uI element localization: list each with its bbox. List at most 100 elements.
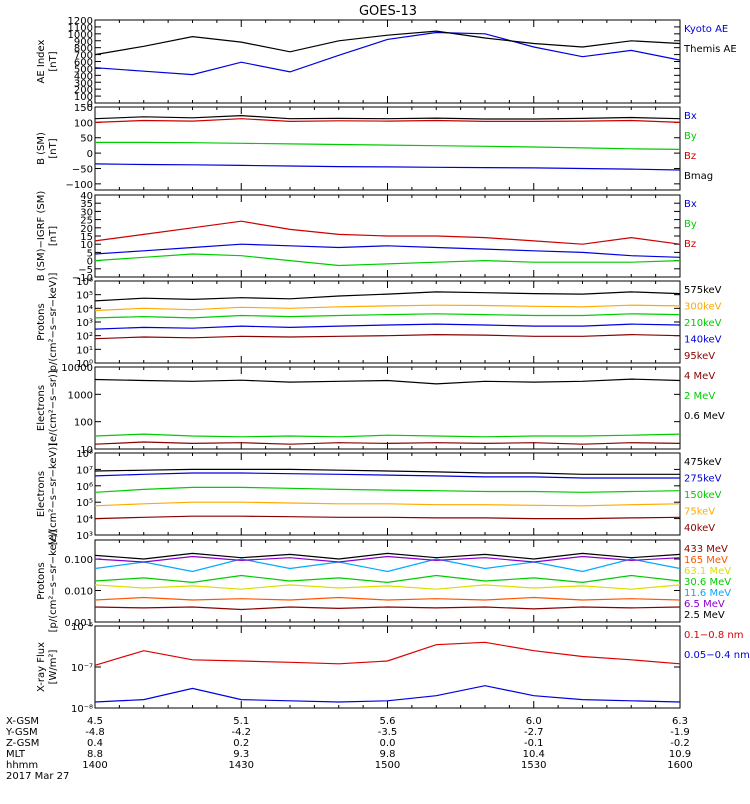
y-tick-label: 300 xyxy=(74,78,93,89)
y-tick-label: 10 xyxy=(80,240,93,251)
y-tick-label: 0.001 xyxy=(64,618,93,629)
y-axis-label: [e/(cm²−s−sr)] xyxy=(48,370,59,446)
legend-entry: 300keV xyxy=(684,302,722,313)
legend-entry: 6.5 MeV xyxy=(684,599,725,610)
y-tick-label: 10³ xyxy=(76,318,93,329)
y-tick-label: 10⁻⁷ xyxy=(71,663,93,674)
ephemeris-row-label: X-GSM xyxy=(6,716,39,727)
ephemeris-value: -0.1 xyxy=(524,738,544,749)
legend-entry: 0.05−0.4 nm xyxy=(684,650,750,661)
ephemeris-value: -4.8 xyxy=(85,727,105,738)
ephemeris-value: 1600 xyxy=(667,760,692,771)
y-tick-label: 10⁴ xyxy=(76,515,93,526)
ephemeris-value: 5.1 xyxy=(233,716,249,727)
series-line xyxy=(94,685,681,703)
y-tick-label: 10⁰ xyxy=(76,359,93,370)
y-tick-label: −10 xyxy=(72,273,93,284)
series-line xyxy=(95,141,681,150)
series-line xyxy=(94,253,681,267)
legend-entry: By xyxy=(684,219,697,230)
series-line xyxy=(94,333,681,340)
y-tick-label: 900 xyxy=(74,37,93,48)
ephemeris-value: 6.0 xyxy=(526,716,542,727)
ephemeris-value: 9.8 xyxy=(380,749,396,760)
y-axis-label: AE Index xyxy=(36,39,47,83)
ephemeris-value: 0.0 xyxy=(380,738,396,749)
panel-7: 0.001 0.010 0.100 Protons [p/(cm²−s−sr−keV)]… xyxy=(36,530,731,633)
series-line xyxy=(94,552,681,560)
legend-entry: By xyxy=(684,131,697,142)
legend-entry: Bx xyxy=(684,199,697,210)
y-tick-label: 10⁵ xyxy=(76,291,93,302)
ephemeris-row-label: hhmm xyxy=(6,760,38,771)
y-axis-label: Protons xyxy=(36,562,47,599)
legend-entry: 165 MeV xyxy=(684,555,728,566)
y-axis-label: X-ray Flux xyxy=(36,642,47,692)
legend-entry: 475keV xyxy=(684,457,722,468)
panel-5: 10 100 1000 10000 Electrons [e/(cm²−s−sr)] 4 M… xyxy=(36,363,725,456)
ephemeris-value: 1400 xyxy=(82,760,107,771)
panel-1: 0100200300400500600700800900100011001200… xyxy=(36,16,737,110)
y-tick-label: 50 xyxy=(80,134,93,145)
series-line xyxy=(94,118,681,123)
y-tick-label: −5 xyxy=(78,265,93,276)
y-tick-label: 10⁷ xyxy=(76,465,93,476)
y-tick-label: −100 xyxy=(66,180,93,191)
ephemeris-value: -1.9 xyxy=(670,727,690,738)
y-tick-label: 10² xyxy=(76,332,93,343)
panel-2: −100 −50 0 50 100 150 B (SM) [nT] Bx By Bz Bmag xyxy=(36,103,713,191)
panels-group: 0100200300400500600700800900100011001200… xyxy=(36,16,750,715)
series-line xyxy=(94,641,681,666)
legend-entry: 0.1−0.8 nm xyxy=(684,630,743,641)
y-axis-label: [e/(cm²−s−sr−keV)] xyxy=(48,443,59,546)
series-line xyxy=(94,163,681,171)
legend-entry: 210keV xyxy=(684,318,722,329)
series-line xyxy=(94,486,681,493)
y-tick-label: 0.010 xyxy=(64,586,93,597)
legend-entry: 95keV xyxy=(684,351,715,362)
y-tick-label: 10⁻⁶ xyxy=(71,622,93,633)
ephemeris-value: 9.3 xyxy=(233,749,249,760)
legend-entry: 275keV xyxy=(684,474,722,485)
legend-entry: Bmag xyxy=(684,171,713,182)
legend-entry: 30.6 MeV xyxy=(684,577,731,588)
ephemeris-value: 10.4 xyxy=(523,749,545,760)
legend-entry: 11.6 MeV xyxy=(684,588,731,599)
ephemeris-value: 1530 xyxy=(521,760,546,771)
y-tick-label: 100 xyxy=(74,418,93,429)
series-line xyxy=(94,574,681,584)
ephemeris-value: 8.8 xyxy=(87,749,103,760)
legend-entry: 150keV xyxy=(684,490,722,501)
y-tick-label: 0 xyxy=(87,99,93,110)
legend-entry: 433 MeV xyxy=(684,544,728,555)
y-tick-label: 35 xyxy=(80,199,93,210)
ephemeris-value: -4.2 xyxy=(231,727,251,738)
y-tick-label: 100 xyxy=(74,118,93,129)
legend-entry: 75keV xyxy=(684,507,715,518)
legend-entry: Kyoto AE xyxy=(684,24,728,35)
ephemeris-value: -2.7 xyxy=(524,727,544,738)
ephemeris-value: -0.2 xyxy=(670,738,690,749)
series-line xyxy=(94,515,681,520)
y-tick-label: 10⁻⁸ xyxy=(71,704,93,715)
date-label: 2017 Mar 27 xyxy=(6,771,69,782)
y-tick-label: 10⁴ xyxy=(76,304,93,315)
legend-entry: 63.1 MeV xyxy=(684,566,731,577)
y-axis-label: B (SM) xyxy=(36,132,47,165)
series-line xyxy=(94,30,681,56)
series-line xyxy=(94,501,681,507)
series-line xyxy=(94,313,681,319)
y-axis-label: [W/m²] xyxy=(48,649,59,684)
y-axis-label: Protons xyxy=(36,303,47,340)
series-line xyxy=(94,291,681,302)
legend-entry: Bz xyxy=(684,239,696,250)
y-tick-label: 500 xyxy=(74,64,93,75)
y-tick-label: 15 xyxy=(80,232,93,243)
y-tick-label: 10⁶ xyxy=(76,277,93,288)
y-axis-label: Electrons xyxy=(36,385,47,431)
y-tick-label: 10¹ xyxy=(76,345,93,356)
series-line xyxy=(94,243,681,258)
